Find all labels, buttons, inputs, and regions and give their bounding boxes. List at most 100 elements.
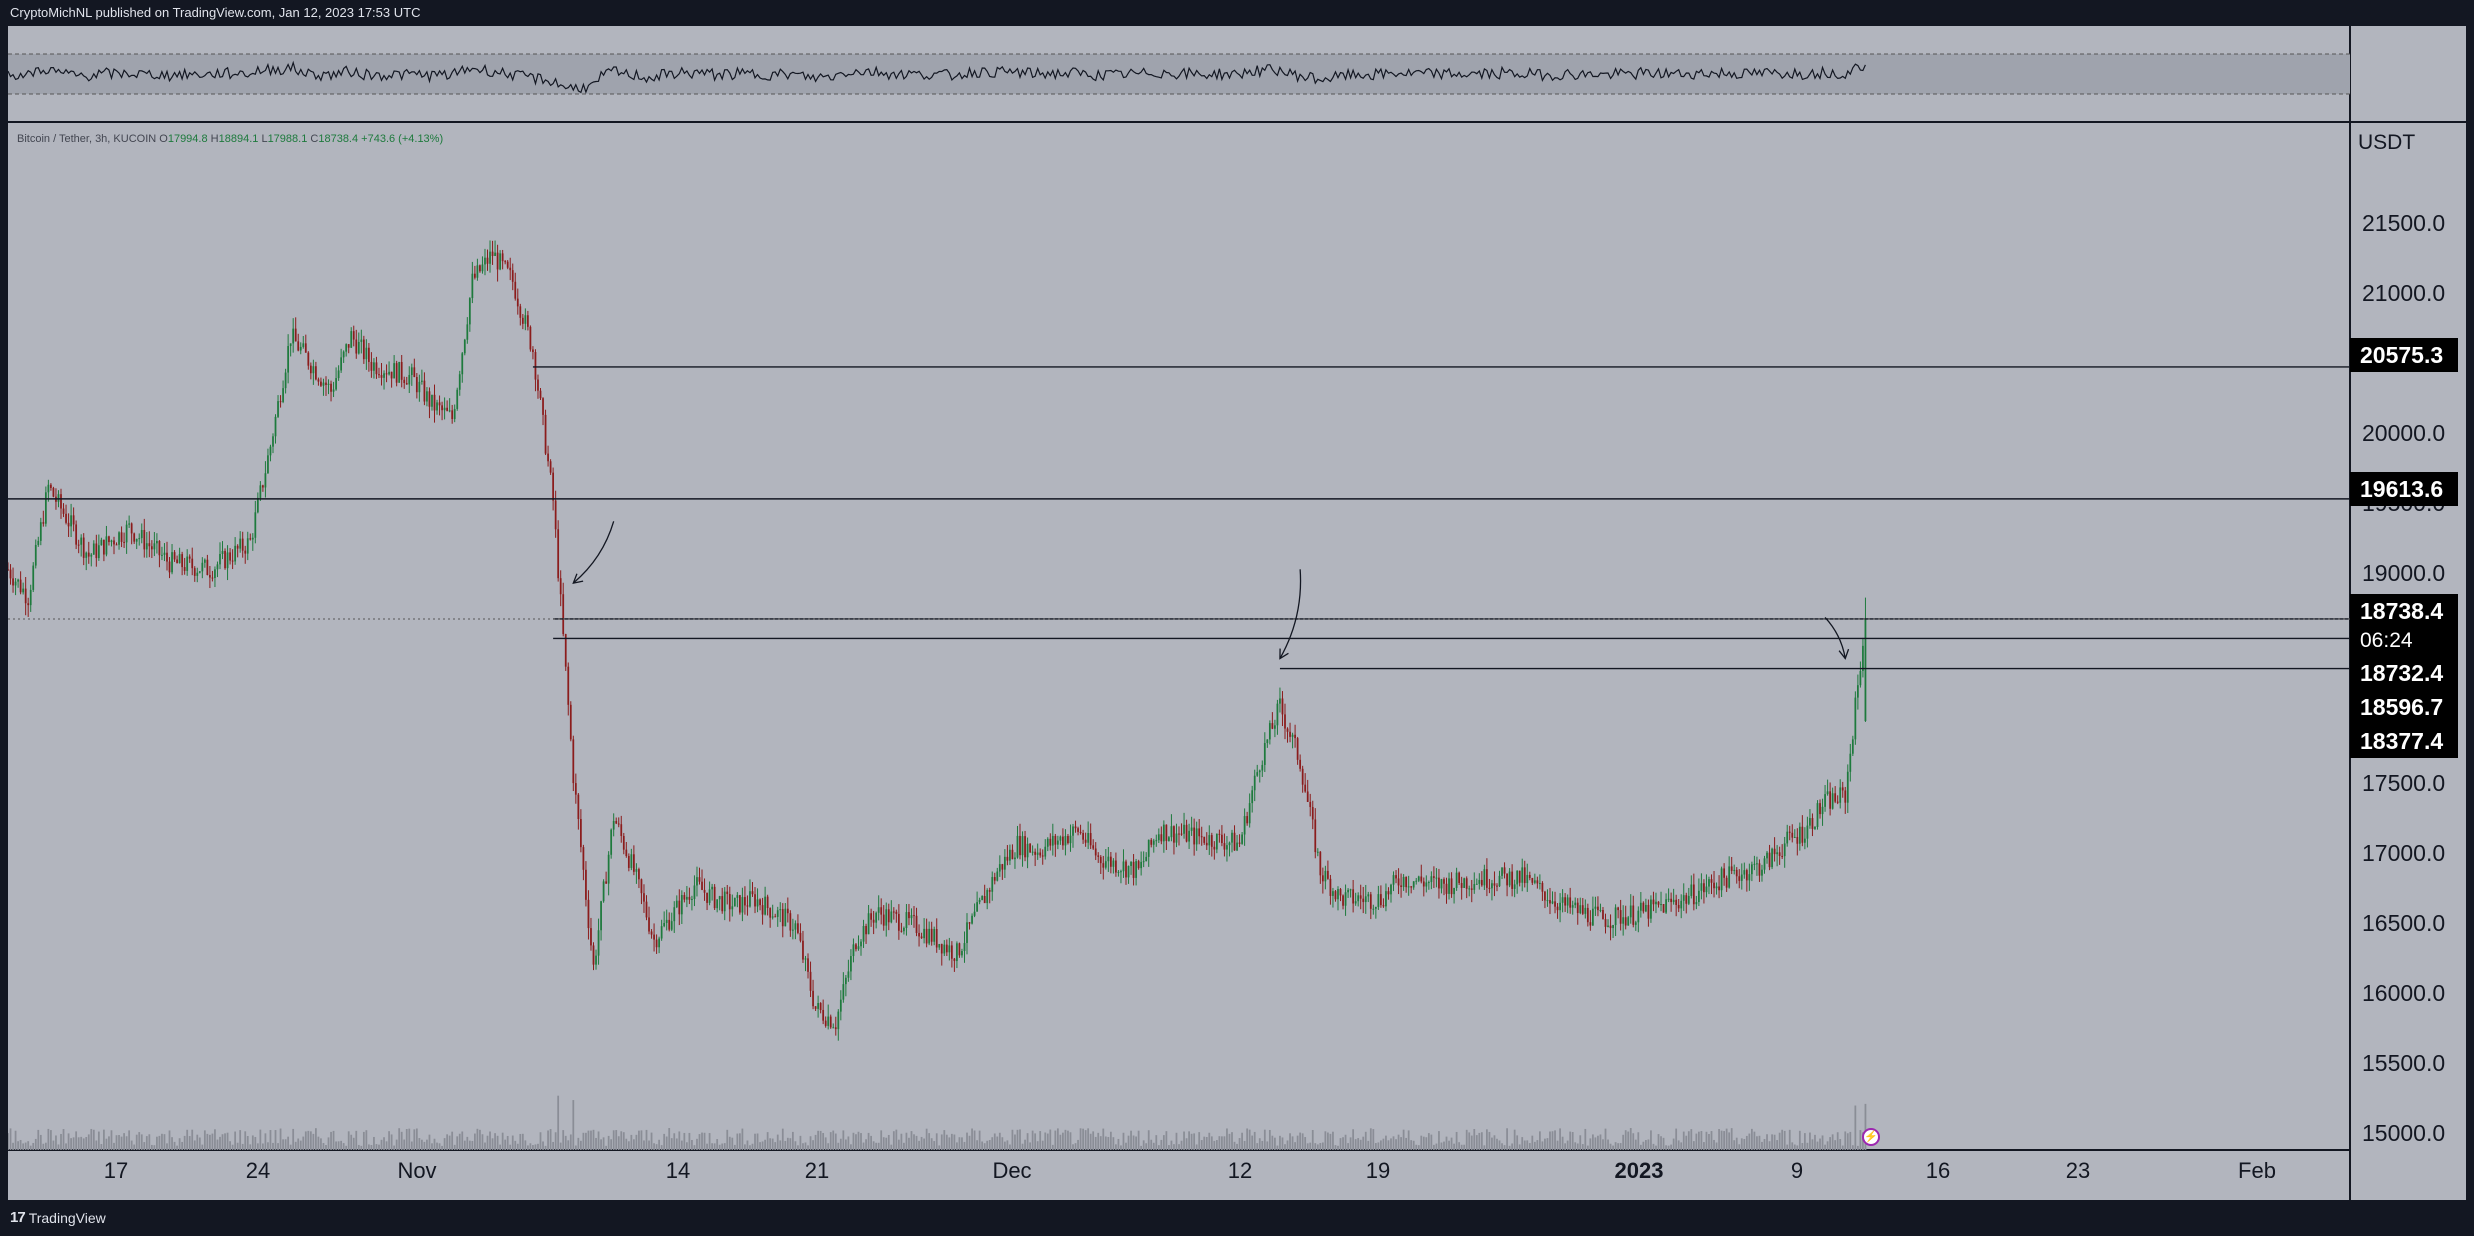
- volume-bar: [1718, 1129, 1720, 1150]
- volume-bar: [915, 1135, 918, 1150]
- candle-body: [632, 854, 635, 872]
- price-level-badge: 19613.6: [2350, 472, 2458, 506]
- candle-body: [1740, 874, 1743, 881]
- candle-body: [837, 1011, 840, 1030]
- candle-body: [461, 353, 464, 375]
- volume-bar: [1793, 1144, 1796, 1150]
- volume-bar: [547, 1130, 549, 1150]
- candle-body: [378, 374, 380, 376]
- candle-body: [1208, 835, 1211, 846]
- candle-body: [1513, 884, 1516, 889]
- candle-body: [1387, 891, 1390, 895]
- volume-bar: [1574, 1142, 1577, 1150]
- volume-bar: [1281, 1137, 1284, 1150]
- volume-bar: [342, 1143, 345, 1150]
- candle-body: [1142, 861, 1145, 863]
- lightning-icon[interactable]: ⚡: [1862, 1128, 1880, 1146]
- candle-body: [892, 911, 895, 913]
- candle-body: [1846, 771, 1849, 803]
- candle-body: [887, 909, 890, 923]
- volume-bar: [698, 1134, 701, 1150]
- volume-bar: [1728, 1132, 1731, 1150]
- candle-body: [574, 783, 577, 795]
- candle-body: [786, 908, 789, 914]
- candle-body: [113, 540, 115, 545]
- candle-body: [380, 375, 383, 378]
- candle-body: [282, 388, 284, 402]
- volume-bar: [378, 1144, 380, 1150]
- volume-bar: [943, 1130, 946, 1150]
- candle-body: [1791, 832, 1794, 838]
- volume-bar: [953, 1134, 956, 1150]
- volume-bar: [1634, 1139, 1637, 1150]
- candle-body: [231, 560, 234, 562]
- volume-bar: [221, 1134, 224, 1150]
- candle-body: [1243, 816, 1246, 835]
- volume-bar: [1387, 1140, 1390, 1150]
- volume-bar: [1127, 1135, 1130, 1150]
- chart-frame[interactable]: [8, 26, 2466, 1200]
- volume-bar: [1291, 1136, 1294, 1150]
- candle-body: [1349, 889, 1352, 891]
- volume-bar: [1708, 1133, 1710, 1150]
- volume-bar: [468, 1140, 471, 1150]
- candle-body: [484, 257, 486, 265]
- volume-bar: [1599, 1134, 1602, 1150]
- volume-bar: [1829, 1137, 1831, 1150]
- candle-body: [807, 958, 809, 972]
- volume-bar: [1256, 1143, 1259, 1150]
- candle-body: [375, 362, 378, 375]
- volume-bar: [1087, 1128, 1090, 1150]
- volume-bar: [612, 1130, 615, 1150]
- volume-bar: [1223, 1136, 1226, 1150]
- candle-body: [1140, 861, 1143, 869]
- candle-body: [128, 523, 131, 525]
- candle-body: [1183, 824, 1185, 834]
- candle-body: [1549, 900, 1551, 904]
- volume-bar: [1099, 1136, 1102, 1150]
- volume-bar: [625, 1138, 628, 1150]
- volume-bar: [769, 1138, 772, 1150]
- volume-bar: [1463, 1144, 1466, 1150]
- volume-bar: [1092, 1131, 1095, 1150]
- candle-body: [388, 371, 390, 375]
- candle-body: [915, 915, 918, 933]
- volume-bar: [1077, 1139, 1079, 1150]
- volume-bar: [52, 1140, 55, 1150]
- candle-body: [794, 923, 797, 930]
- candle-body: [415, 377, 418, 393]
- volume-bar: [1831, 1134, 1834, 1150]
- volume-bar: [1528, 1143, 1531, 1150]
- chart-canvas[interactable]: [8, 26, 2466, 1200]
- candle-body: [1433, 876, 1435, 878]
- volume-bar: [963, 1141, 966, 1150]
- volume-bar: [1609, 1143, 1612, 1150]
- volume-bar: [844, 1139, 847, 1150]
- volume-bar: [673, 1133, 676, 1150]
- candle-body: [110, 540, 113, 543]
- volume-bar: [327, 1137, 330, 1150]
- candle-body: [527, 315, 529, 327]
- candle-body: [1420, 876, 1423, 882]
- volume-bar: [403, 1139, 406, 1150]
- tradingview-logo[interactable]: 17 TradingView: [10, 1209, 106, 1226]
- volume-bar: [797, 1145, 799, 1150]
- candle-body: [1773, 848, 1776, 855]
- candle-body: [431, 394, 433, 407]
- volume-bar: [1359, 1139, 1362, 1150]
- volume-bar: [198, 1137, 201, 1150]
- candle-body: [1314, 819, 1317, 853]
- candle-body: [1152, 840, 1155, 845]
- candle-body: [814, 1006, 817, 1009]
- volume-bar: [1024, 1139, 1026, 1150]
- candle-body: [1559, 902, 1561, 911]
- candle-body: [1251, 790, 1254, 804]
- candle-body: [675, 900, 678, 908]
- volume-bar: [1450, 1137, 1453, 1150]
- volume-bar: [1536, 1140, 1539, 1150]
- candle-body: [741, 897, 744, 913]
- candle-body: [259, 485, 262, 498]
- volume-bar: [872, 1141, 875, 1150]
- candle-body: [1811, 818, 1814, 829]
- candle-body: [701, 881, 703, 890]
